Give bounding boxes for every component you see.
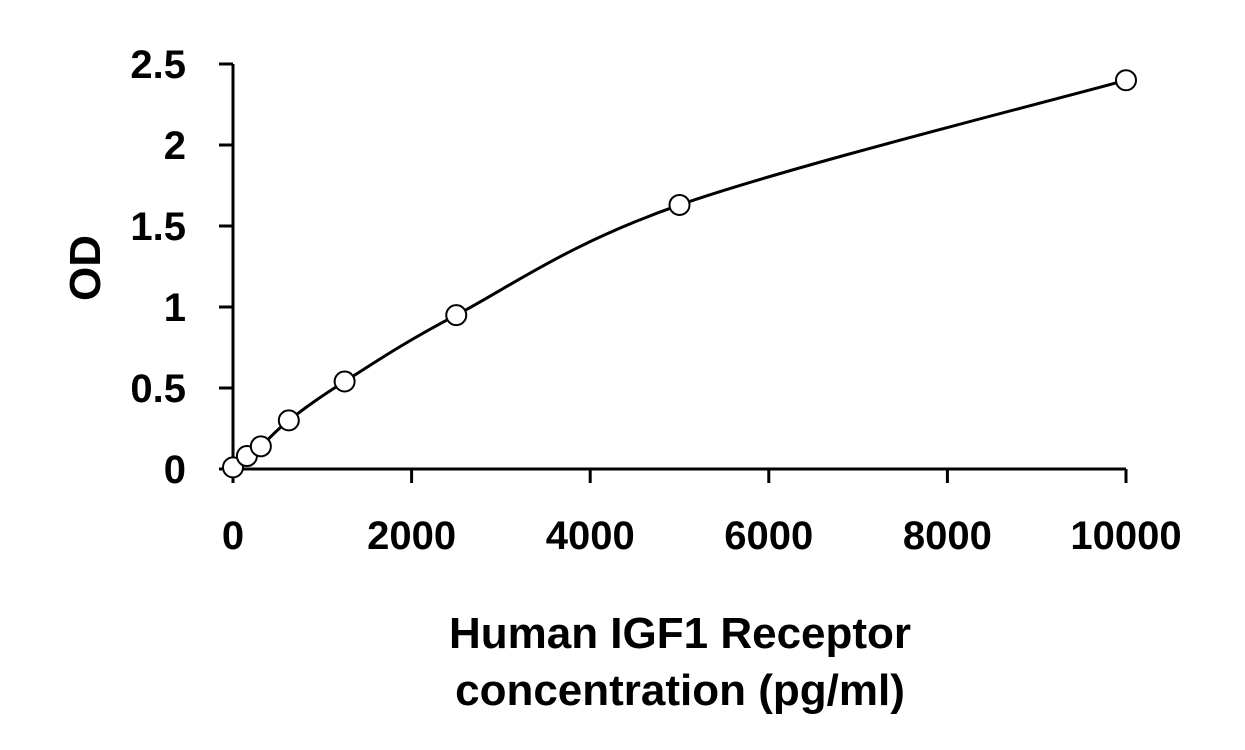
y-tick-label: 0.5 — [130, 367, 186, 411]
data-point — [668, 193, 691, 216]
tick-labels: 0 0.5 1 1.5 2 2.5 0 2000 4000 6000 8000 10000 — [130, 43, 1181, 558]
x-tick-label: 6000 — [724, 514, 813, 558]
y-tick-label: 1 — [164, 286, 186, 330]
fit-curve — [232, 78, 1127, 469]
data-point — [333, 370, 356, 393]
data-points — [222, 69, 1137, 479]
x-axis-title-line-1: Human IGF1 Receptor — [449, 609, 911, 658]
x-tick-label: 0 — [222, 514, 244, 558]
x-axis-title-line-2: concentration (pg/ml) — [455, 666, 905, 715]
y-tick-label: 2 — [164, 124, 186, 168]
x-tick-label: 4000 — [546, 514, 635, 558]
x-tick-label: 2000 — [367, 514, 456, 558]
y-axis-title: OD — [61, 235, 110, 301]
axes — [221, 64, 1126, 471]
fit-line — [232, 78, 1127, 469]
x-tick-label: 10000 — [1070, 514, 1181, 558]
y-tick-label: 2.5 — [130, 43, 186, 87]
data-point — [445, 304, 468, 327]
y-tick-label: 0 — [164, 448, 186, 492]
data-point — [277, 409, 300, 432]
data-point — [249, 435, 272, 458]
ticks — [219, 62, 1128, 483]
data-point — [1115, 69, 1137, 92]
y-tick-label: 1.5 — [130, 205, 186, 249]
x-tick-label: 8000 — [903, 514, 992, 558]
